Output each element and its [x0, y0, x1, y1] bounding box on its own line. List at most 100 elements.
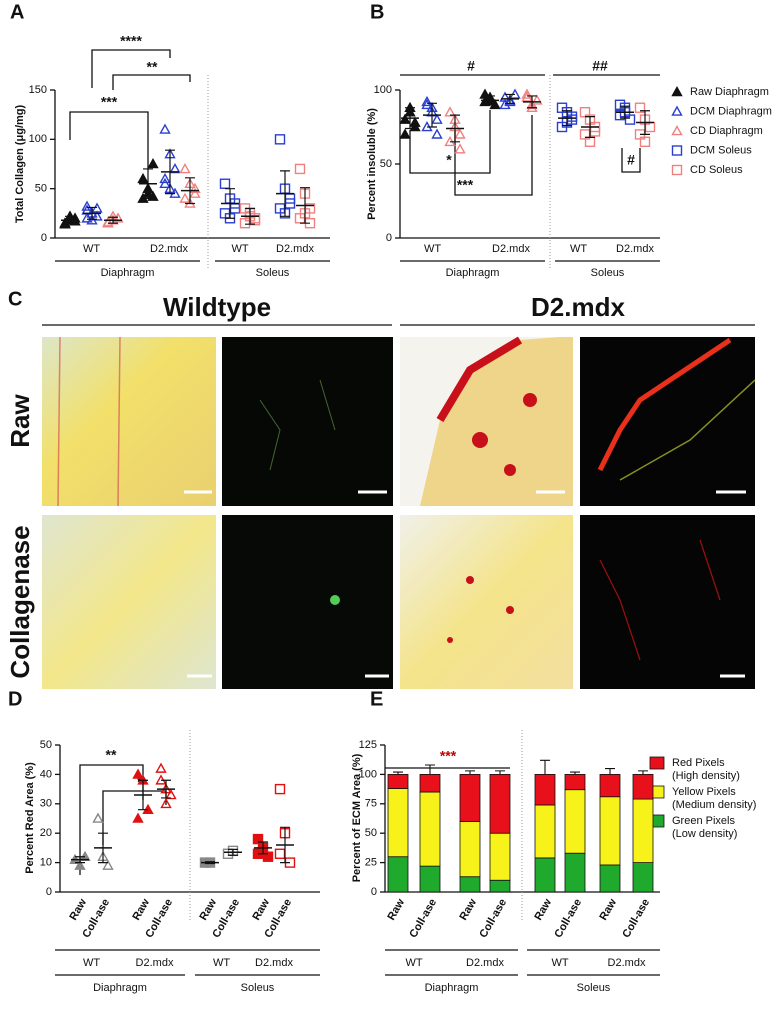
- bar-segment: [419, 791, 441, 867]
- error-bar: [143, 168, 153, 200]
- bar-segment: [534, 857, 556, 893]
- bar-segment: [632, 798, 654, 864]
- panel-label: E: [370, 688, 383, 710]
- legend-label: (High density): [672, 770, 740, 782]
- group-label: D2.mdx: [492, 243, 530, 255]
- error-bar: [65, 215, 75, 225]
- error-bar: [165, 149, 175, 195]
- error-bar: [280, 826, 290, 864]
- error-bar: [505, 93, 515, 104]
- bracket: [621, 148, 641, 173]
- group-label: D2.mdx: [616, 243, 654, 255]
- x-tick-label: Coll-ase: [620, 897, 652, 940]
- micrograph: [222, 515, 393, 689]
- error-bar: [228, 848, 238, 856]
- legend-label: (Low density): [672, 828, 737, 840]
- panel-label: A: [10, 1, 24, 23]
- data-point: [189, 187, 201, 198]
- data-point: [132, 768, 144, 779]
- error-bar: [405, 107, 415, 130]
- error-bar: [638, 770, 648, 775]
- data-point: [132, 812, 144, 823]
- data-point: [399, 128, 411, 139]
- legend-swatch: [649, 756, 665, 770]
- x-tick-label: Raw: [532, 897, 554, 923]
- error-bar: [393, 771, 403, 775]
- x-tick-label: Raw: [67, 897, 89, 923]
- data-point: [179, 162, 191, 174]
- micrograph: [42, 337, 216, 506]
- bracket: [112, 74, 191, 90]
- group-label: D2.mdx: [150, 243, 188, 255]
- bar-segment: [489, 832, 511, 881]
- bar-segment: [419, 774, 441, 793]
- bar-segment: [534, 774, 556, 806]
- data-point: [294, 163, 306, 175]
- x-tick-label: Coll-ase: [552, 897, 584, 940]
- panel-label: C: [8, 288, 22, 310]
- micrograph: [222, 337, 393, 506]
- bar-segment: [564, 774, 586, 791]
- bar-segment: [387, 788, 409, 858]
- data-point: [521, 88, 533, 99]
- legend-marker: [671, 86, 683, 97]
- error-bar: [620, 105, 630, 119]
- legend-label: DCM Diaphragm: [690, 105, 772, 117]
- bar-segment: [534, 804, 556, 859]
- data-point: [159, 172, 171, 184]
- error-bar: [185, 177, 195, 205]
- x-tick-label: Coll-ase: [477, 897, 509, 940]
- bar-segment: [564, 852, 586, 893]
- bar-segment: [599, 796, 621, 866]
- bar-segment: [564, 789, 586, 854]
- y-axis-label: Percent Red Area (%): [24, 762, 36, 874]
- micrograph: [42, 515, 216, 689]
- y-tick-label: 0: [386, 232, 392, 244]
- error-bar: [108, 216, 118, 224]
- error-bar: [450, 114, 460, 143]
- y-tick-label: 0: [371, 886, 377, 898]
- annotation: **: [147, 59, 158, 75]
- x-tick-label: Coll-ase: [407, 897, 439, 940]
- x-tick-label: Raw: [197, 897, 219, 923]
- data-point: [624, 114, 636, 125]
- bracket: [102, 790, 167, 845]
- group-label: Diaphragm: [425, 982, 479, 994]
- legend-marker: [671, 145, 683, 156]
- group-label: Diaphragm: [101, 267, 155, 279]
- x-tick-label: Raw: [130, 897, 152, 923]
- annotation: #: [627, 152, 635, 168]
- y-tick-label: 50: [40, 739, 52, 751]
- error-bar: [562, 110, 572, 127]
- bracket: [69, 111, 149, 170]
- y-axis-label: Percent of ECM Area (%): [351, 753, 363, 882]
- data-point: [102, 216, 114, 227]
- y-tick-label: 50: [35, 183, 47, 195]
- error-bar: [138, 779, 148, 811]
- group-label: Diaphragm: [446, 267, 500, 279]
- data-point: [421, 98, 433, 110]
- y-tick-label: 20: [40, 827, 52, 839]
- data-point: [155, 762, 167, 773]
- legend-label: CD Soleus: [690, 164, 743, 176]
- y-tick-label: 100: [374, 84, 392, 96]
- error-bar: [495, 770, 505, 775]
- row-header: Collagenase: [5, 525, 35, 678]
- error-bar: [485, 95, 495, 106]
- error-bar: [300, 187, 310, 224]
- error-bar: [427, 102, 437, 128]
- bar-segment: [489, 879, 511, 893]
- column-header: Wildtype: [163, 292, 271, 322]
- data-point: [81, 212, 93, 223]
- data-point: [159, 177, 171, 189]
- group-label: WT: [213, 957, 230, 969]
- group-label: WT: [424, 243, 441, 255]
- data-point: [409, 116, 421, 127]
- data-point: [179, 192, 191, 203]
- error-bar: [640, 110, 650, 135]
- error-bar: [98, 832, 108, 864]
- group-label: Soleus: [241, 982, 275, 994]
- micrographs: [42, 324, 756, 689]
- group-label: Soleus: [591, 267, 625, 279]
- micrograph: [580, 337, 755, 506]
